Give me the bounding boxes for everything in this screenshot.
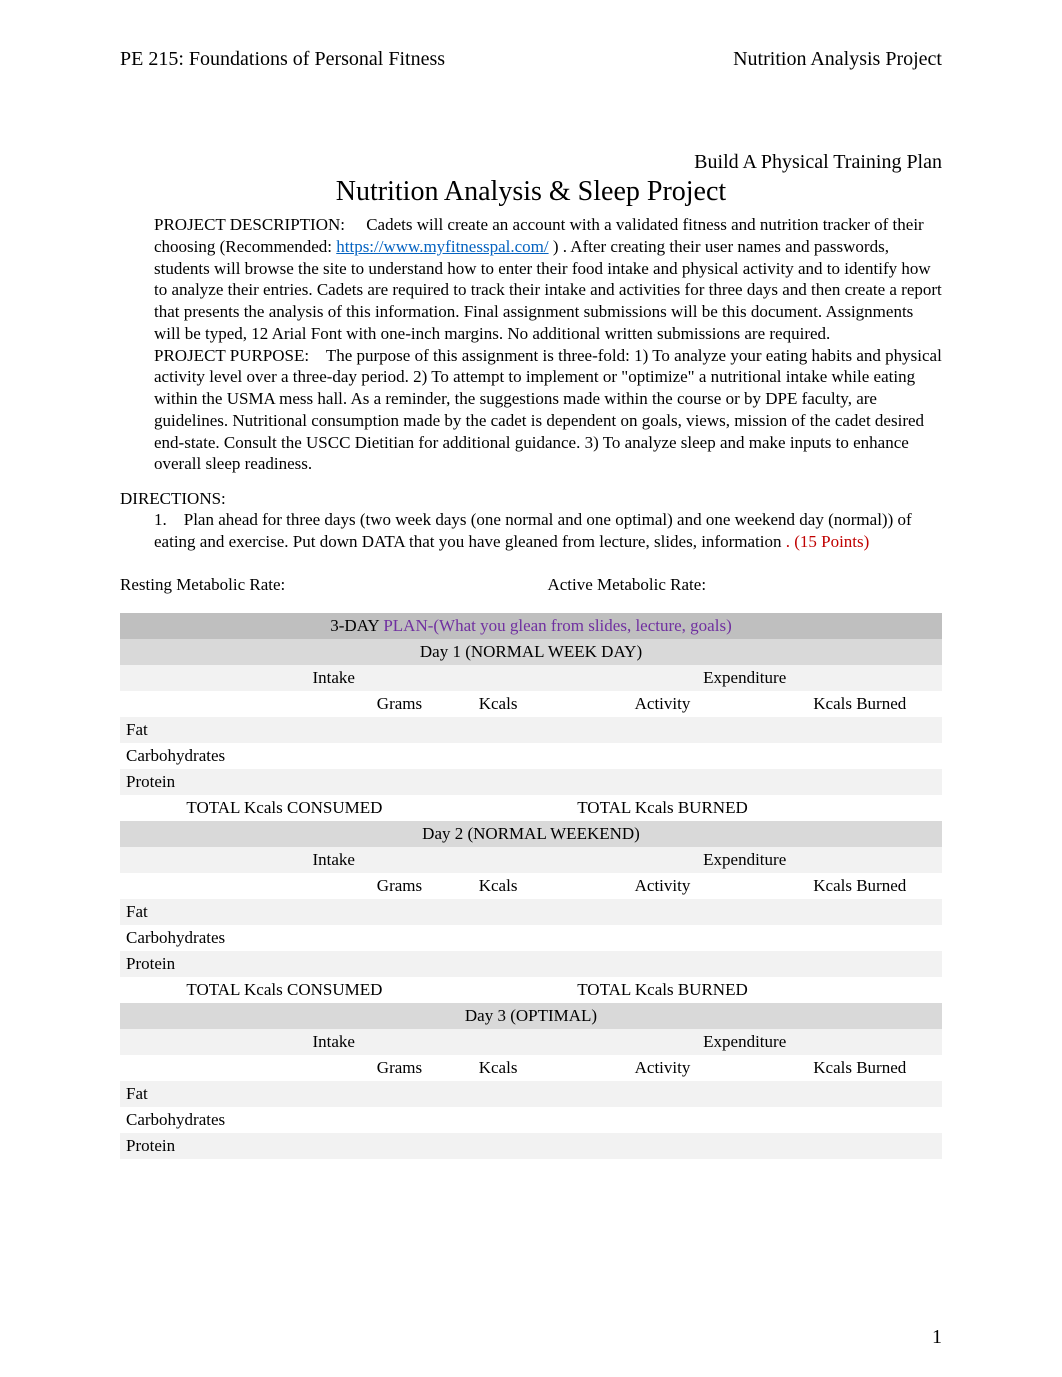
day3-header: Day 3 (OPTIMAL) — [120, 1003, 942, 1029]
day1-expenditure-label: Expenditure — [547, 665, 942, 691]
day1-total-consumed-label: TOTAL Kcals CONSUMED — [120, 795, 449, 821]
day3-carbs-label: Carbohydrates — [120, 1107, 350, 1133]
day3-fat-label: Fat — [120, 1081, 350, 1107]
day3-intake-label: Intake — [120, 1029, 547, 1055]
three-day-plan-table: 3-DAY PLAN-(What you glean from slides, … — [120, 613, 942, 1159]
plan-title-colored: PLAN-(What you glean from slides, lectur… — [383, 616, 731, 635]
day2-kcals-header: Kcals — [449, 873, 548, 899]
day3-kcals-header: Kcals — [449, 1055, 548, 1081]
directions-heading: DIRECTIONS: — [120, 489, 942, 509]
page-number: 1 — [932, 1326, 942, 1349]
day3-intake-exp-row: Intake Expenditure — [120, 1029, 942, 1055]
day2-column-headers: Grams Kcals Activity Kcals Burned — [120, 873, 942, 899]
plan-title-row: 3-DAY PLAN-(What you glean from slides, … — [120, 613, 942, 639]
day2-intake-label: Intake — [120, 847, 547, 873]
day1-grams-header: Grams — [350, 691, 449, 717]
desc-label: PROJECT DESCRIPTION: — [154, 215, 345, 234]
day1-label: Day 1 (NORMAL WEEK DAY) — [120, 639, 942, 665]
project-description: PROJECT DESCRIPTION: Cadets will create … — [154, 214, 942, 345]
day3-protein-label: Protein — [120, 1133, 350, 1159]
day1-column-headers: Grams Kcals Activity Kcals Burned — [120, 691, 942, 717]
day1-fat-label: Fat — [120, 717, 350, 743]
day2-protein-label: Protein — [120, 951, 350, 977]
day2-totals-row: TOTAL Kcals CONSUMED TOTAL Kcals BURNED — [120, 977, 942, 1003]
day1-protein-row: Protein — [120, 769, 942, 795]
day2-grams-header: Grams — [350, 873, 449, 899]
day1-carbs-label: Carbohydrates — [120, 743, 350, 769]
direction-1: 1. Plan ahead for three days (two week d… — [154, 509, 942, 553]
direction-1-points: . (15 Points) — [786, 532, 870, 551]
day2-protein-row: Protein — [120, 951, 942, 977]
day2-intake-exp-row: Intake Expenditure — [120, 847, 942, 873]
day2-header: Day 2 (NORMAL WEEKEND) — [120, 821, 942, 847]
document-title: Nutrition Analysis & Sleep Project — [120, 176, 942, 208]
day1-total-burned-label: TOTAL Kcals BURNED — [547, 795, 777, 821]
day3-expenditure-label: Expenditure — [547, 1029, 942, 1055]
day1-activity-header: Activity — [547, 691, 777, 717]
active-metabolic-rate-label: Active Metabolic Rate: — [547, 575, 942, 595]
day2-label: Day 2 (NORMAL WEEKEND) — [120, 821, 942, 847]
day2-carbs-label: Carbohydrates — [120, 925, 350, 951]
header-left: PE 215: Foundations of Personal Fitness — [120, 48, 445, 71]
day1-kcals-burned-header: Kcals Burned — [778, 691, 942, 717]
day3-label: Day 3 (OPTIMAL) — [120, 1003, 942, 1029]
day3-kcals-burned-header: Kcals Burned — [778, 1055, 942, 1081]
day3-fat-row: Fat — [120, 1081, 942, 1107]
day3-grams-header: Grams — [350, 1055, 449, 1081]
day2-activity-header: Activity — [547, 873, 777, 899]
purpose-label: PROJECT PURPOSE: — [154, 346, 309, 365]
day3-column-headers: Grams Kcals Activity Kcals Burned — [120, 1055, 942, 1081]
day1-kcals-header: Kcals — [449, 691, 548, 717]
day3-activity-header: Activity — [547, 1055, 777, 1081]
day2-carbs-row: Carbohydrates — [120, 925, 942, 951]
direction-1-num: 1. — [154, 510, 167, 529]
project-purpose: PROJECT PURPOSE: The purpose of this ass… — [154, 345, 942, 476]
day1-fat-row: Fat — [120, 717, 942, 743]
day2-fat-row: Fat — [120, 899, 942, 925]
day3-protein-row: Protein — [120, 1133, 942, 1159]
day2-kcals-burned-header: Kcals Burned — [778, 873, 942, 899]
day2-fat-label: Fat — [120, 899, 350, 925]
day1-carbs-row: Carbohydrates — [120, 743, 942, 769]
build-line: Build A Physical Training Plan — [120, 151, 942, 174]
header-right: Nutrition Analysis Project — [733, 48, 942, 71]
day1-protein-label: Protein — [120, 769, 350, 795]
resting-metabolic-rate-label: Resting Metabolic Rate: — [120, 575, 547, 595]
document-page: PE 215: Foundations of Personal Fitness … — [0, 0, 1062, 1377]
day1-totals-row: TOTAL Kcals CONSUMED TOTAL Kcals BURNED — [120, 795, 942, 821]
day3-carbs-row: Carbohydrates — [120, 1107, 942, 1133]
day1-intake-exp-row: Intake Expenditure — [120, 665, 942, 691]
day1-intake-label: Intake — [120, 665, 547, 691]
day1-header: Day 1 (NORMAL WEEK DAY) — [120, 639, 942, 665]
running-header: PE 215: Foundations of Personal Fitness … — [120, 48, 942, 71]
day2-total-consumed-label: TOTAL Kcals CONSUMED — [120, 977, 449, 1003]
plan-title-prefix: 3-DAY — [330, 616, 383, 635]
myfitnesspal-link[interactable]: https://www.myfitnesspal.com/ — [336, 237, 548, 256]
day2-total-burned-label: TOTAL Kcals BURNED — [547, 977, 777, 1003]
day2-expenditure-label: Expenditure — [547, 847, 942, 873]
metabolic-rates-row: Resting Metabolic Rate: Active Metabolic… — [120, 575, 942, 595]
